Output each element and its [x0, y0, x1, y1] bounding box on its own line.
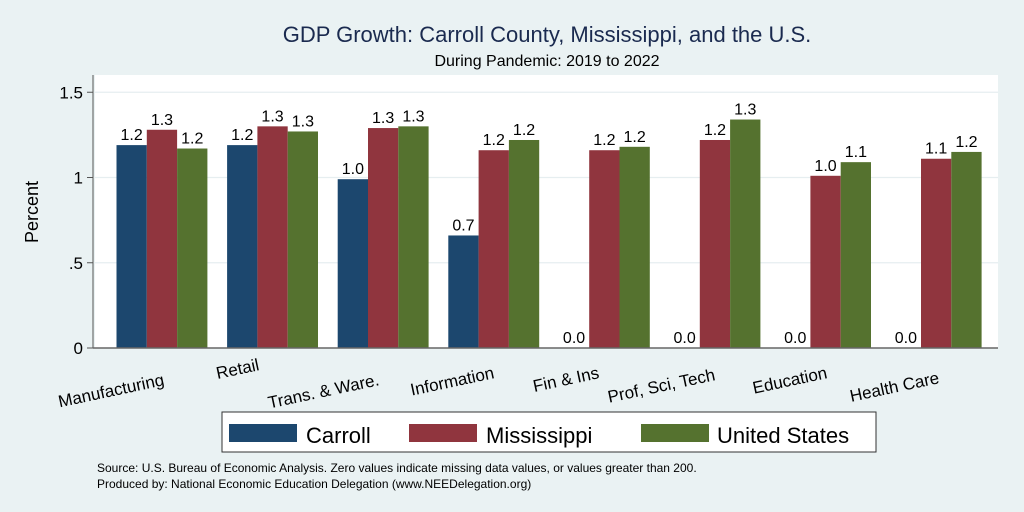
- bar-mississippi: [478, 150, 509, 348]
- y-tick-label: 1.5: [59, 83, 83, 102]
- bar-mississippi: [921, 158, 952, 348]
- bar-united-states: [951, 151, 982, 348]
- value-label: 1.3: [402, 108, 424, 125]
- bar-mississippi: [368, 128, 399, 348]
- legend-swatch-mississippi: [409, 424, 477, 442]
- value-label: 1.0: [814, 158, 836, 175]
- value-label: 0.0: [674, 330, 696, 347]
- value-label: 1.2: [593, 132, 615, 149]
- bar-mississippi: [589, 150, 620, 348]
- value-label: 1.3: [292, 113, 314, 130]
- y-ticks: 0 .5 1 1.5: [59, 83, 93, 358]
- value-label: 1.2: [624, 129, 646, 146]
- category-label: Prof, Sci, Tech: [606, 365, 717, 406]
- bar-mississippi: [146, 129, 178, 348]
- value-labels: 1.2 1.3 1.2 1.2 1.3 1.3 1.0 1.3 1.3 0.7 1.2 1.2 0.0 1…: [121, 102, 978, 347]
- bar-carroll: [116, 145, 147, 348]
- bars: [116, 119, 982, 348]
- y-axis-label: Percent: [22, 181, 42, 243]
- category-label: Health Care: [848, 368, 941, 405]
- bar-united-states: [730, 119, 761, 348]
- value-label: 1.2: [121, 127, 143, 144]
- bar-mississippi: [699, 139, 731, 348]
- value-label: 0.0: [895, 330, 917, 347]
- legend-swatch-united-states: [641, 424, 709, 442]
- category-label: Information: [409, 363, 496, 399]
- chart-subtitle: During Pandemic: 2019 to 2022: [434, 53, 659, 70]
- bar-carroll: [448, 235, 479, 348]
- chart-title: GDP Growth: Carroll County, Mississippi,…: [283, 22, 812, 47]
- value-label: 1.3: [372, 110, 394, 127]
- value-label: 1.3: [151, 112, 173, 129]
- value-label: 1.2: [704, 122, 726, 139]
- legend-swatch-carroll: [229, 424, 297, 442]
- value-label: 1.3: [261, 108, 283, 125]
- y-tick-label: 0: [74, 339, 83, 358]
- value-label: 0.0: [784, 330, 806, 347]
- category-label: Fin & Ins: [531, 363, 601, 396]
- value-label: 1.1: [845, 144, 867, 161]
- legend-label-mississippi: Mississippi: [486, 423, 592, 448]
- bar-mississippi: [257, 126, 288, 348]
- category-label: Education: [751, 363, 829, 397]
- value-label: 1.2: [181, 131, 203, 148]
- bar-united-states: [287, 131, 318, 348]
- produced-by-note: Produced by: National Economic Education…: [97, 477, 531, 491]
- legend-box: [221, 411, 877, 453]
- bar-united-states: [508, 139, 540, 348]
- source-note: Source: U.S. Bureau of Economic Analysis…: [97, 461, 697, 475]
- bar-united-states: [398, 126, 429, 348]
- value-label: 1.2: [231, 127, 253, 144]
- bar-carroll: [227, 145, 258, 348]
- value-label: 1.1: [925, 141, 947, 158]
- value-label: 1.2: [955, 134, 977, 151]
- bar-carroll: [337, 179, 368, 348]
- legend-label-united-states: United States: [717, 423, 849, 448]
- bar-united-states: [840, 162, 871, 348]
- value-label: 1.3: [734, 102, 756, 119]
- category-label: Trans. & Ware.: [266, 370, 381, 412]
- bar-mississippi: [810, 175, 841, 348]
- legend-label-carroll: Carroll: [306, 423, 371, 448]
- y-tick-label: .5: [69, 254, 83, 273]
- category-label: Manufacturing: [57, 370, 166, 411]
- value-label: 0.7: [452, 217, 474, 234]
- value-label: 1.0: [342, 161, 364, 178]
- category-label: Retail: [214, 355, 260, 383]
- value-label: 1.2: [513, 122, 535, 139]
- value-label: 0.0: [563, 330, 585, 347]
- bar-united-states: [177, 148, 208, 348]
- legend: Carroll Mississippi United States: [221, 411, 877, 453]
- value-label: 1.2: [483, 132, 505, 149]
- y-tick-label: 1: [74, 169, 83, 188]
- bar-united-states: [619, 146, 650, 348]
